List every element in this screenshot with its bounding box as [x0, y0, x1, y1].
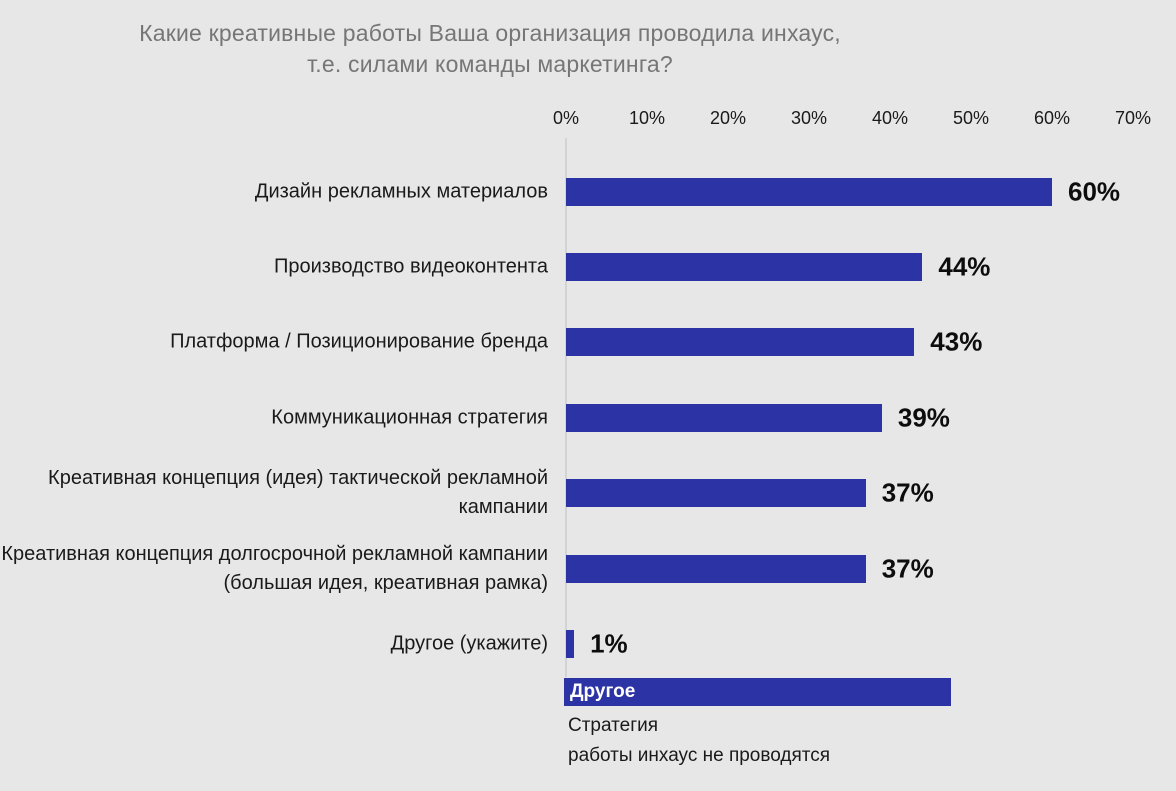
- value-label: 39%: [897, 402, 950, 433]
- category-label: Производство видеоконтента: [274, 255, 548, 278]
- bar: [566, 252, 923, 281]
- x-axis-tick-label: 30%: [790, 108, 828, 128]
- category-label: Креативная концепция долгосрочной реклам…: [1, 542, 548, 594]
- bar: [566, 629, 575, 658]
- bar: [566, 328, 915, 357]
- x-axis-tick-label: 40%: [871, 108, 909, 128]
- bar-row: Коммуникационная стратегия 39%: [0, 380, 1176, 455]
- bar: [566, 177, 1052, 206]
- chart-title-line1: Какие креативные работы Ваша организация…: [139, 20, 841, 46]
- chart-title-line2: т.е. силами команды маркетинга?: [307, 51, 673, 77]
- x-axis-tick-label: 70%: [1114, 108, 1152, 128]
- category-label: Коммуникационная стратегия: [271, 406, 548, 429]
- bar-row: Дизайн рекламных материалов 60%: [0, 154, 1176, 229]
- value-label: 60%: [1068, 176, 1121, 206]
- x-axis-tick-label: 0%: [552, 108, 580, 128]
- bar: [566, 479, 866, 508]
- value-label: 1%: [590, 628, 628, 659]
- annotation-items: Стратегия работы инхаус не проводятся: [568, 711, 830, 771]
- bar-row: Производство видеоконтента 44%: [0, 229, 1176, 304]
- bar-row: Платформа / Позиционирование бренда 43%: [0, 305, 1176, 380]
- x-axis: 0% 10% 20% 30% 40% 50% 60% 70%: [0, 108, 1176, 130]
- x-axis-tick-label: 50%: [952, 108, 990, 128]
- value-label: 37%: [881, 553, 934, 583]
- bar-row: Креативная концепция (идея) тактической …: [0, 456, 1176, 531]
- bar-row: Креативная концепция долгосрочной реклам…: [0, 531, 1176, 606]
- value-label: 44%: [938, 251, 991, 282]
- annotation-header: Другое: [564, 678, 951, 706]
- x-axis-tick-label: 10%: [628, 108, 666, 128]
- annotation-item: работы инхаус не проводятся: [568, 745, 831, 766]
- category-label: Креативная концепция (идея) тактической …: [48, 467, 548, 519]
- x-axis-tick-label: 60%: [1033, 108, 1071, 128]
- annotation-header-label: Другое: [570, 681, 636, 702]
- category-label: Другое (укажите): [390, 632, 548, 655]
- x-axis-tick-label: 20%: [709, 108, 747, 128]
- bar: [566, 554, 866, 583]
- bar: [566, 403, 882, 432]
- value-label: 43%: [930, 326, 983, 357]
- chart-title: Какие креативные работы Ваша организация…: [60, 18, 920, 80]
- category-label: Дизайн рекламных материалов: [254, 180, 548, 202]
- bar-row: Другое (укажите) 1%: [0, 606, 1176, 681]
- category-label: Платформа / Позиционирование бренда: [170, 330, 548, 353]
- value-label: 37%: [881, 477, 934, 508]
- annotation-item: Стратегия: [568, 715, 659, 736]
